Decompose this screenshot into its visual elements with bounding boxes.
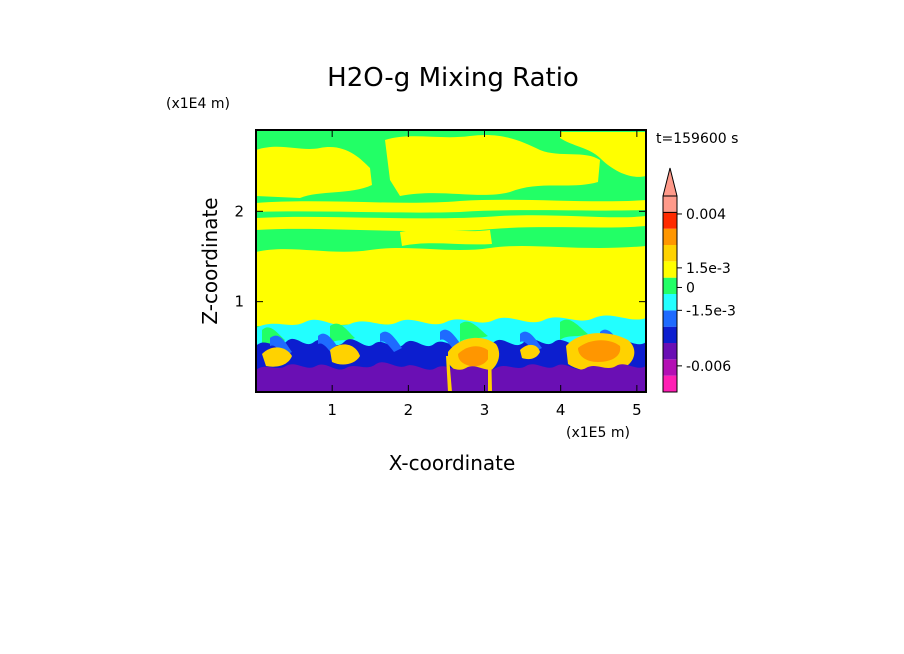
colorbar-level-1	[663, 359, 677, 376]
colorbar-level-5	[663, 294, 677, 311]
plume-far-right	[520, 344, 540, 360]
x-axis-label: X-coordinate	[389, 451, 516, 475]
colorbar-label: 0.004	[686, 207, 726, 223]
colorbar-level-10	[663, 212, 677, 229]
colorbar-label: 1.5e-3	[686, 261, 731, 277]
plot-frame	[255, 129, 647, 393]
y-axis: 12	[234, 202, 646, 311]
dry-band-z2-patch	[400, 229, 492, 246]
x-tick-label: 4	[556, 401, 566, 419]
time-label: t=159600 s	[656, 131, 738, 147]
vertical-streaks	[446, 344, 492, 392]
mid-dry-layer	[256, 246, 646, 331]
colorbar-level-7	[663, 261, 677, 278]
y-tick-label: 1	[234, 293, 244, 311]
plume-right-core	[578, 340, 621, 362]
mid-dry-plume	[418, 291, 443, 322]
green-tongues	[262, 319, 588, 348]
colorbar-level-6	[663, 277, 677, 294]
y-unit-label: (x1E4 m)	[166, 96, 230, 112]
plume-center-left	[330, 344, 360, 365]
surface-layer-purple	[256, 362, 646, 392]
colorbar-label: -1.5e-3	[686, 303, 736, 319]
upper-dry-patch-top-left	[256, 156, 286, 178]
x-axis: 1 2 3 4 5	[327, 130, 642, 419]
y-tick-label: 2	[234, 202, 244, 220]
colorbar-level-0	[663, 375, 677, 392]
colorbar-level-11	[662, 167, 678, 213]
colorbar-level-4	[663, 310, 677, 327]
dry-band-z2-upper	[256, 199, 646, 213]
dry-band-z2-lower	[256, 215, 646, 232]
plume-left	[262, 347, 292, 367]
colorbar: -0.006 -1.5e-3 0 1.5e-3 0.004	[662, 167, 736, 393]
x-tick-label: 3	[480, 401, 490, 419]
colorbar-frame	[662, 195, 678, 393]
upper-dry-patch-center	[385, 134, 600, 196]
mixing-ratio-field	[256, 130, 646, 392]
colorbar-level-2	[663, 343, 677, 360]
x-tick-label: 2	[404, 401, 414, 419]
x-tick-label: 1	[327, 401, 337, 419]
x-unit-label: (x1E5 m)	[566, 425, 630, 441]
colorbar-level-8	[663, 245, 677, 262]
upper-dry-patch-right	[560, 132, 646, 177]
plume-center-core	[458, 346, 490, 367]
colorbar-label: 0	[686, 280, 695, 296]
chart-title: H2O-g Mixing Ratio	[327, 63, 579, 93]
colorbar-level-9	[663, 228, 677, 245]
colorbar-level-3	[663, 326, 677, 343]
y-axis-label: Z-coordinate	[198, 197, 222, 324]
colorbar-label: -0.006	[686, 359, 731, 375]
x-tick-label: 5	[632, 401, 642, 419]
